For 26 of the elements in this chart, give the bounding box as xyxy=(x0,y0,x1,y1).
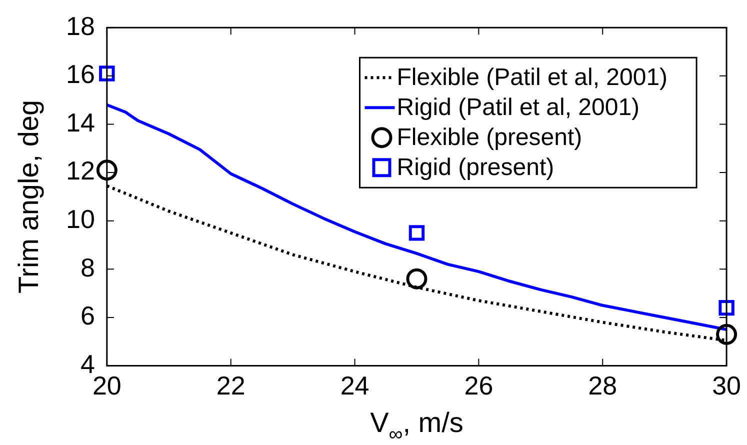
point xyxy=(96,160,118,181)
y-tick-label: 12 xyxy=(66,156,95,186)
point xyxy=(716,324,738,345)
x-tick-label: 20 xyxy=(92,370,122,401)
x-tick-label: 24 xyxy=(340,370,370,401)
y-tick-label: 8 xyxy=(80,252,95,282)
y-tick-label: 4 xyxy=(80,348,95,379)
point xyxy=(408,225,425,241)
x-tick-label: 28 xyxy=(588,370,618,401)
x-tick-label: 22 xyxy=(216,370,246,401)
x-axis-title: V∞, m/s xyxy=(370,407,464,445)
y-tick-label: 14 xyxy=(66,107,95,138)
y-tick-label: 16 xyxy=(66,59,95,90)
point xyxy=(99,66,115,82)
y-tick-label: 10 xyxy=(66,204,95,234)
legend-label: Rigid (present) xyxy=(396,154,554,182)
x-tick-label: 26 xyxy=(464,370,494,401)
y-tick-label: 18 xyxy=(66,10,95,41)
legend-label: Rigid (Patil et al, 2001) xyxy=(396,94,640,122)
y-tick-label: 6 xyxy=(80,300,95,331)
point xyxy=(718,300,734,316)
x-tick-label: 30 xyxy=(712,370,741,401)
legend-label: Flexible (Patil et al, 2001) xyxy=(396,64,668,92)
legend-label: Flexible (present) xyxy=(396,124,582,152)
y-axis-title: Trim angle, deg xyxy=(13,100,44,294)
point xyxy=(406,268,428,290)
